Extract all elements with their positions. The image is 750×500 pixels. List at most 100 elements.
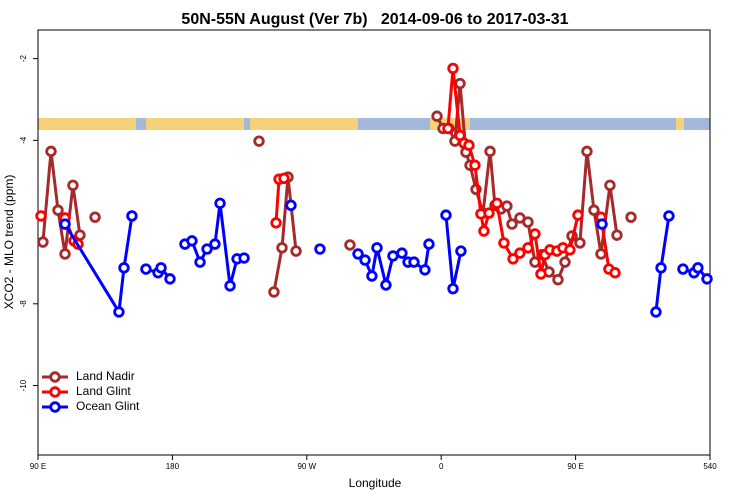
- data-point: [268, 286, 280, 298]
- data-point: [447, 62, 459, 75]
- data-point: [140, 263, 152, 275]
- x-tick-label: 90 W: [297, 462, 316, 471]
- data-point: [535, 268, 547, 280]
- data-point: [45, 145, 57, 158]
- data-point: [209, 238, 221, 250]
- data-point: [408, 256, 420, 268]
- data-point: [478, 225, 490, 237]
- data-point: [278, 172, 290, 185]
- data-point: [483, 207, 495, 219]
- y-tick-label: -8: [19, 300, 28, 308]
- y-tick-label: -2: [19, 55, 28, 63]
- data-point: [89, 211, 101, 223]
- y-tick-label: -4: [19, 136, 28, 144]
- data-point: [507, 253, 519, 265]
- data-point: [692, 262, 704, 274]
- legend-marker: [49, 386, 61, 398]
- data-point: [214, 197, 226, 209]
- data-point: [423, 238, 435, 250]
- data-point: [469, 159, 481, 171]
- data-point: [396, 247, 408, 259]
- data-point: [194, 256, 206, 268]
- data-point: [155, 262, 167, 274]
- data-point: [604, 179, 616, 191]
- data-point: [455, 245, 467, 257]
- data-point: [447, 282, 459, 295]
- x-axis-label: Longitude: [349, 476, 402, 490]
- data-point: [285, 199, 297, 212]
- data-point: [37, 236, 49, 248]
- data-point: [663, 210, 675, 222]
- legend-marker: [49, 371, 61, 383]
- data-point: [442, 122, 454, 135]
- data-point: [701, 273, 713, 285]
- x-tick-label: 90 E: [567, 462, 583, 471]
- data-point: [588, 204, 600, 216]
- data-point: [224, 280, 236, 292]
- data-point: [529, 228, 541, 240]
- data-point: [625, 211, 637, 223]
- series-line: [63, 203, 709, 317]
- data-point: [564, 244, 576, 256]
- data-point: [595, 248, 607, 260]
- data-point: [238, 252, 250, 264]
- data-point: [380, 279, 392, 291]
- x-tick-label: 0: [439, 462, 444, 471]
- plot-frame: [37, 29, 711, 456]
- legend-label: Ocean Glint: [76, 399, 140, 413]
- data-point: [514, 247, 526, 259]
- data-point: [344, 239, 356, 251]
- data-point: [596, 218, 608, 230]
- data-point: [59, 248, 71, 260]
- data-point: [270, 217, 282, 229]
- data-point: [498, 237, 510, 249]
- data-point: [463, 139, 475, 151]
- data-point: [419, 264, 431, 276]
- x-tick-label: 90 E: [30, 462, 46, 471]
- data-point: [201, 243, 213, 255]
- data-point: [522, 242, 534, 254]
- data-point: [440, 209, 452, 221]
- data-point: [359, 254, 371, 266]
- data-point: [522, 216, 534, 228]
- x-tick-label: 540: [703, 462, 717, 471]
- y-axis-label: XCO2 - MLO trend (ppm): [2, 175, 16, 310]
- data-point: [52, 204, 64, 216]
- data-point: [371, 242, 383, 254]
- data-point: [35, 210, 47, 222]
- data-point: [387, 250, 399, 262]
- data-point: [491, 197, 503, 209]
- data-point: [501, 200, 513, 212]
- data-point: [113, 306, 125, 318]
- data-point: [352, 248, 364, 260]
- data-point: [59, 218, 71, 230]
- data-point: [650, 306, 662, 318]
- data-point: [677, 263, 689, 275]
- data-point: [290, 245, 302, 257]
- legend-label: Land Glint: [76, 384, 131, 398]
- legend-marker: [49, 401, 61, 413]
- data-point: [559, 256, 571, 268]
- surface-stripe: [38, 118, 710, 130]
- data-point: [574, 237, 586, 249]
- data-point: [118, 262, 130, 274]
- data-point: [506, 218, 518, 230]
- data-point: [314, 243, 326, 255]
- data-point: [276, 242, 288, 254]
- data-point: [609, 267, 621, 279]
- data-point: [67, 179, 79, 191]
- data-point: [454, 77, 466, 90]
- data-point: [186, 235, 198, 247]
- data-point: [581, 145, 593, 158]
- data-point: [366, 270, 378, 282]
- data-point: [655, 262, 667, 274]
- data-point: [552, 273, 564, 286]
- x-tick-label: 180: [166, 462, 180, 471]
- data-point: [164, 273, 176, 285]
- data-point: [611, 229, 623, 241]
- data-point: [484, 145, 496, 158]
- data-point: [253, 135, 265, 147]
- chart-title: 50N-55N August (Ver 7b) 2014-09-06 to 20…: [181, 11, 568, 28]
